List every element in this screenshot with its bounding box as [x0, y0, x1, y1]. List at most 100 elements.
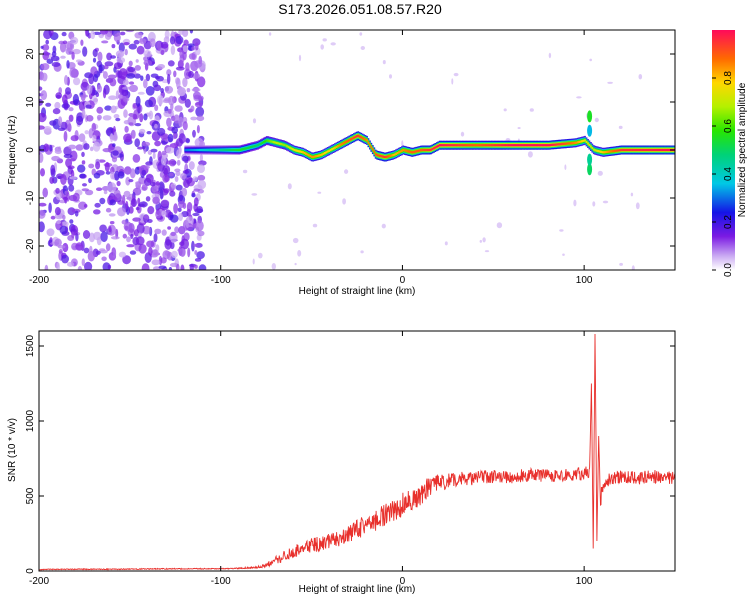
ridge-cell: [447, 144, 450, 147]
noise-blob: [503, 108, 507, 112]
noise-blob: [39, 112, 47, 123]
noise-blob: [50, 215, 56, 220]
noise-blob: [143, 215, 149, 219]
noise-blob: [75, 242, 84, 251]
ridge-cell: [223, 148, 226, 152]
spectrogram-noise: [39, 30, 643, 270]
ridge-cell: [450, 144, 453, 147]
noise-blob: [564, 164, 567, 170]
noise-blob: [122, 86, 131, 90]
noise-blob: [95, 161, 101, 170]
noise-blob: [123, 133, 132, 143]
noise-blob: [122, 79, 129, 86]
noise-blob: [42, 187, 48, 198]
noise-blob: [344, 169, 349, 174]
ridge-cell: [369, 143, 371, 147]
ridge-cell: [572, 141, 575, 145]
noise-blob: [132, 217, 141, 222]
ridge-cell: [238, 148, 240, 152]
noise-blob: [451, 78, 454, 85]
noise-blob: [99, 248, 106, 252]
ridge-cell: [537, 144, 540, 147]
noise-blob: [102, 71, 108, 79]
noise-blob: [78, 133, 86, 143]
ridge-cell: [350, 138, 352, 141]
noise-blob: [63, 130, 68, 142]
noise-blob: [107, 224, 117, 236]
ridge-cell: [338, 144, 341, 147]
noise-blob: [68, 114, 74, 123]
ridge-cell: [399, 150, 402, 153]
noise-blob: [118, 68, 128, 80]
ridge-cell: [591, 147, 594, 150]
noise-blob: [573, 199, 577, 207]
ridge-cell: [590, 145, 592, 148]
noise-blob: [287, 183, 292, 190]
noise-blob: [42, 44, 50, 51]
noise-blob: [93, 231, 102, 241]
noise-blob: [165, 146, 175, 154]
ridge-cell: [345, 140, 348, 143]
ridge-cell: [510, 144, 512, 147]
noise-blob: [46, 228, 55, 237]
ridge-cell: [262, 141, 265, 144]
ridge-cell: [460, 144, 463, 147]
ridge-cell: [523, 144, 525, 147]
noise-blob: [148, 246, 153, 256]
ridge-cell: [286, 145, 288, 148]
ridge-cell: [619, 149, 621, 152]
noise-blob: [110, 55, 116, 59]
noise-blob: [54, 238, 62, 247]
noise-blob: [161, 210, 167, 217]
noise-blob: [169, 36, 176, 45]
noise-blob: [92, 141, 101, 152]
snr-ytick-label: 500: [25, 487, 36, 504]
noise-blob: [72, 192, 80, 202]
noise-blob: [191, 46, 196, 51]
ridge-cell: [661, 148, 663, 152]
noise-blob: [108, 95, 117, 100]
noise-blob: [330, 42, 336, 46]
noise-blob: [129, 168, 136, 179]
ridge-cell: [558, 143, 560, 146]
noise-blob: [121, 194, 126, 205]
noise-blob: [99, 224, 107, 233]
ridge-cell: [328, 149, 331, 152]
noise-blob: [115, 117, 121, 122]
ridge-cell: [412, 151, 415, 154]
ridge-cell: [219, 148, 222, 152]
noise-blob: [594, 117, 599, 123]
noise-blob: [97, 51, 103, 62]
ridge-cell: [633, 148, 636, 152]
ridge-cell: [354, 135, 357, 138]
ridge-cell: [515, 144, 518, 147]
noise-blob: [122, 255, 131, 265]
ridge-cell: [386, 155, 389, 158]
noise-blob: [154, 228, 162, 235]
noise-blob: [182, 45, 189, 53]
noise-blob: [180, 264, 185, 270]
noise-blob: [194, 60, 203, 68]
noise-blob: [64, 75, 69, 85]
noise-blob: [153, 84, 162, 92]
noise-blob: [167, 60, 175, 67]
noise-blob: [92, 134, 97, 143]
ridge-cell: [249, 146, 252, 149]
noise-blob: [592, 201, 596, 207]
noise-blob: [56, 220, 62, 224]
ridge-cell: [533, 144, 536, 147]
noise-blob: [359, 32, 363, 36]
noise-blob: [548, 52, 552, 59]
noise-blob: [40, 45, 44, 49]
noise-blob: [180, 238, 189, 250]
ridge-cell: [425, 148, 428, 152]
noise-blob: [43, 126, 52, 133]
ridge-cell: [252, 145, 255, 148]
noise-blob: [125, 176, 131, 186]
ridge-cell: [296, 149, 299, 152]
noise-blob: [66, 60, 70, 69]
noise-blob: [193, 243, 198, 247]
